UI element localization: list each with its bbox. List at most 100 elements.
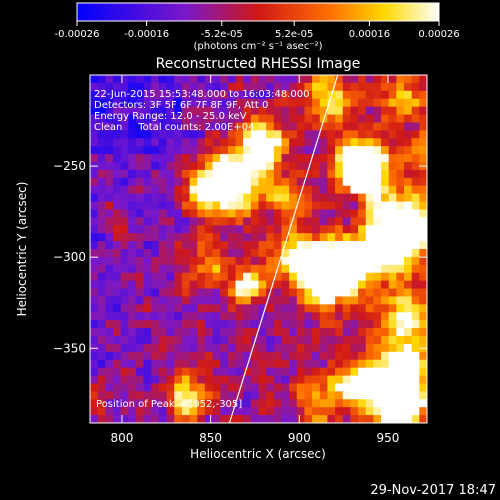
heatmap-cell xyxy=(289,217,298,226)
heatmap-cell xyxy=(174,217,183,226)
heatmap-cell xyxy=(235,201,244,211)
heatmap-cell xyxy=(250,106,260,116)
heatmap-cell xyxy=(335,367,344,377)
heatmap-cell xyxy=(120,138,129,147)
heatmap-cell xyxy=(365,177,374,187)
heatmap-cell xyxy=(319,296,329,305)
heatmap-cell xyxy=(143,407,152,416)
heatmap-cell xyxy=(227,343,237,353)
heatmap-cell xyxy=(289,288,298,298)
heatmap-cell xyxy=(273,367,283,377)
heatmap-cell xyxy=(350,375,359,385)
heatmap-cell xyxy=(342,217,352,226)
heatmap-cell xyxy=(388,122,397,131)
heatmap-cell xyxy=(189,209,198,218)
heatmap-cell xyxy=(250,383,260,392)
heatmap-cell xyxy=(342,328,352,337)
heatmap-cell xyxy=(158,154,168,163)
heatmap-cell xyxy=(90,399,99,408)
heatmap-cell xyxy=(135,225,145,234)
heatmap-cell xyxy=(419,75,427,84)
y-axis: −250−300−350 xyxy=(53,159,427,355)
heatmap-cell xyxy=(304,256,313,266)
heatmap-cell xyxy=(197,201,206,211)
colorbar xyxy=(76,2,440,22)
heatmap-cell xyxy=(197,328,206,337)
heatmap-cell xyxy=(296,138,306,147)
heatmap-cell xyxy=(174,249,183,258)
heatmap-cell xyxy=(312,82,321,92)
annotation-block: 22-Jun-2015 15:53:48.000 to 16:03:48.000… xyxy=(94,89,310,133)
heatmap-cell xyxy=(373,336,382,345)
heatmap-cell xyxy=(128,185,137,195)
heatmap-cell xyxy=(335,407,344,416)
heatmap-cell xyxy=(350,296,359,305)
heatmap-cell xyxy=(227,106,237,116)
heatmap-cell xyxy=(97,280,106,290)
heatmap-cell xyxy=(166,312,175,321)
heatmap-cell xyxy=(289,359,298,369)
heatmap-cell xyxy=(189,114,198,124)
heatmap-cell xyxy=(358,391,367,400)
heatmap-cell xyxy=(319,75,329,84)
heatmap-cell xyxy=(120,249,129,258)
heatmap-cell xyxy=(304,82,313,92)
heatmap-cell xyxy=(335,90,344,100)
heatmap-cell xyxy=(273,343,283,353)
heatmap-cell xyxy=(358,162,367,171)
heatmap-cell xyxy=(419,359,427,369)
heatmap-cell xyxy=(181,154,191,163)
heatmap-cell xyxy=(335,154,344,163)
heatmap-cell xyxy=(250,328,260,337)
heatmap-cell xyxy=(243,209,252,218)
heatmap-cell xyxy=(151,114,160,124)
heatmap-cell xyxy=(388,130,397,139)
heatmap-cell xyxy=(266,225,275,234)
heatmap-cell xyxy=(212,272,221,282)
heatmap-cell xyxy=(120,122,129,131)
heatmap-cell xyxy=(220,375,229,385)
heatmap-cell xyxy=(350,272,359,282)
heatmap-cell xyxy=(358,375,367,385)
heatmap-cell xyxy=(166,367,175,377)
heatmap-cell xyxy=(312,256,321,266)
heatmap-cell xyxy=(312,375,321,385)
heatmap-cell xyxy=(181,312,191,321)
heatmap-cell xyxy=(235,351,244,361)
heatmap-cell xyxy=(227,272,237,282)
heatmap-cell xyxy=(365,312,374,321)
heatmap-cell xyxy=(143,75,152,84)
heatmap-cell xyxy=(404,391,413,400)
heatmap-cell xyxy=(273,146,283,155)
heatmap-cell xyxy=(266,130,275,139)
heatmap-cell xyxy=(220,336,229,345)
heatmap-cell xyxy=(212,391,221,400)
heatmap-cell xyxy=(158,272,168,282)
heatmap-cell xyxy=(120,169,129,179)
heatmap-cell xyxy=(220,193,229,203)
heatmap-cell xyxy=(419,351,427,361)
heatmap-cell xyxy=(273,75,283,84)
heatmap-cell xyxy=(365,122,374,131)
heatmap-cell xyxy=(281,383,290,392)
heatmap-cell xyxy=(235,162,244,171)
heatmap-cell xyxy=(304,90,313,100)
heatmap-cell xyxy=(296,162,306,171)
heatmap-cell xyxy=(296,241,306,250)
heatmap-cell xyxy=(151,138,160,147)
heatmap-cell xyxy=(388,162,397,171)
heatmap-cell xyxy=(388,217,397,226)
heatmap-cell xyxy=(235,359,244,369)
heatmap-cell xyxy=(128,367,137,377)
heatmap-cell xyxy=(197,351,206,361)
heatmap-cell xyxy=(350,177,359,187)
heatmap-cell xyxy=(342,82,352,92)
heatmap-cell xyxy=(135,90,145,100)
heatmap-cell xyxy=(143,82,152,92)
heatmap-cell xyxy=(151,122,160,131)
heatmap-cell xyxy=(105,343,114,353)
heatmap-cell xyxy=(381,114,390,124)
heatmap-cell xyxy=(388,391,397,400)
heatmap-cell xyxy=(411,98,420,108)
heatmap-cell xyxy=(304,169,313,179)
